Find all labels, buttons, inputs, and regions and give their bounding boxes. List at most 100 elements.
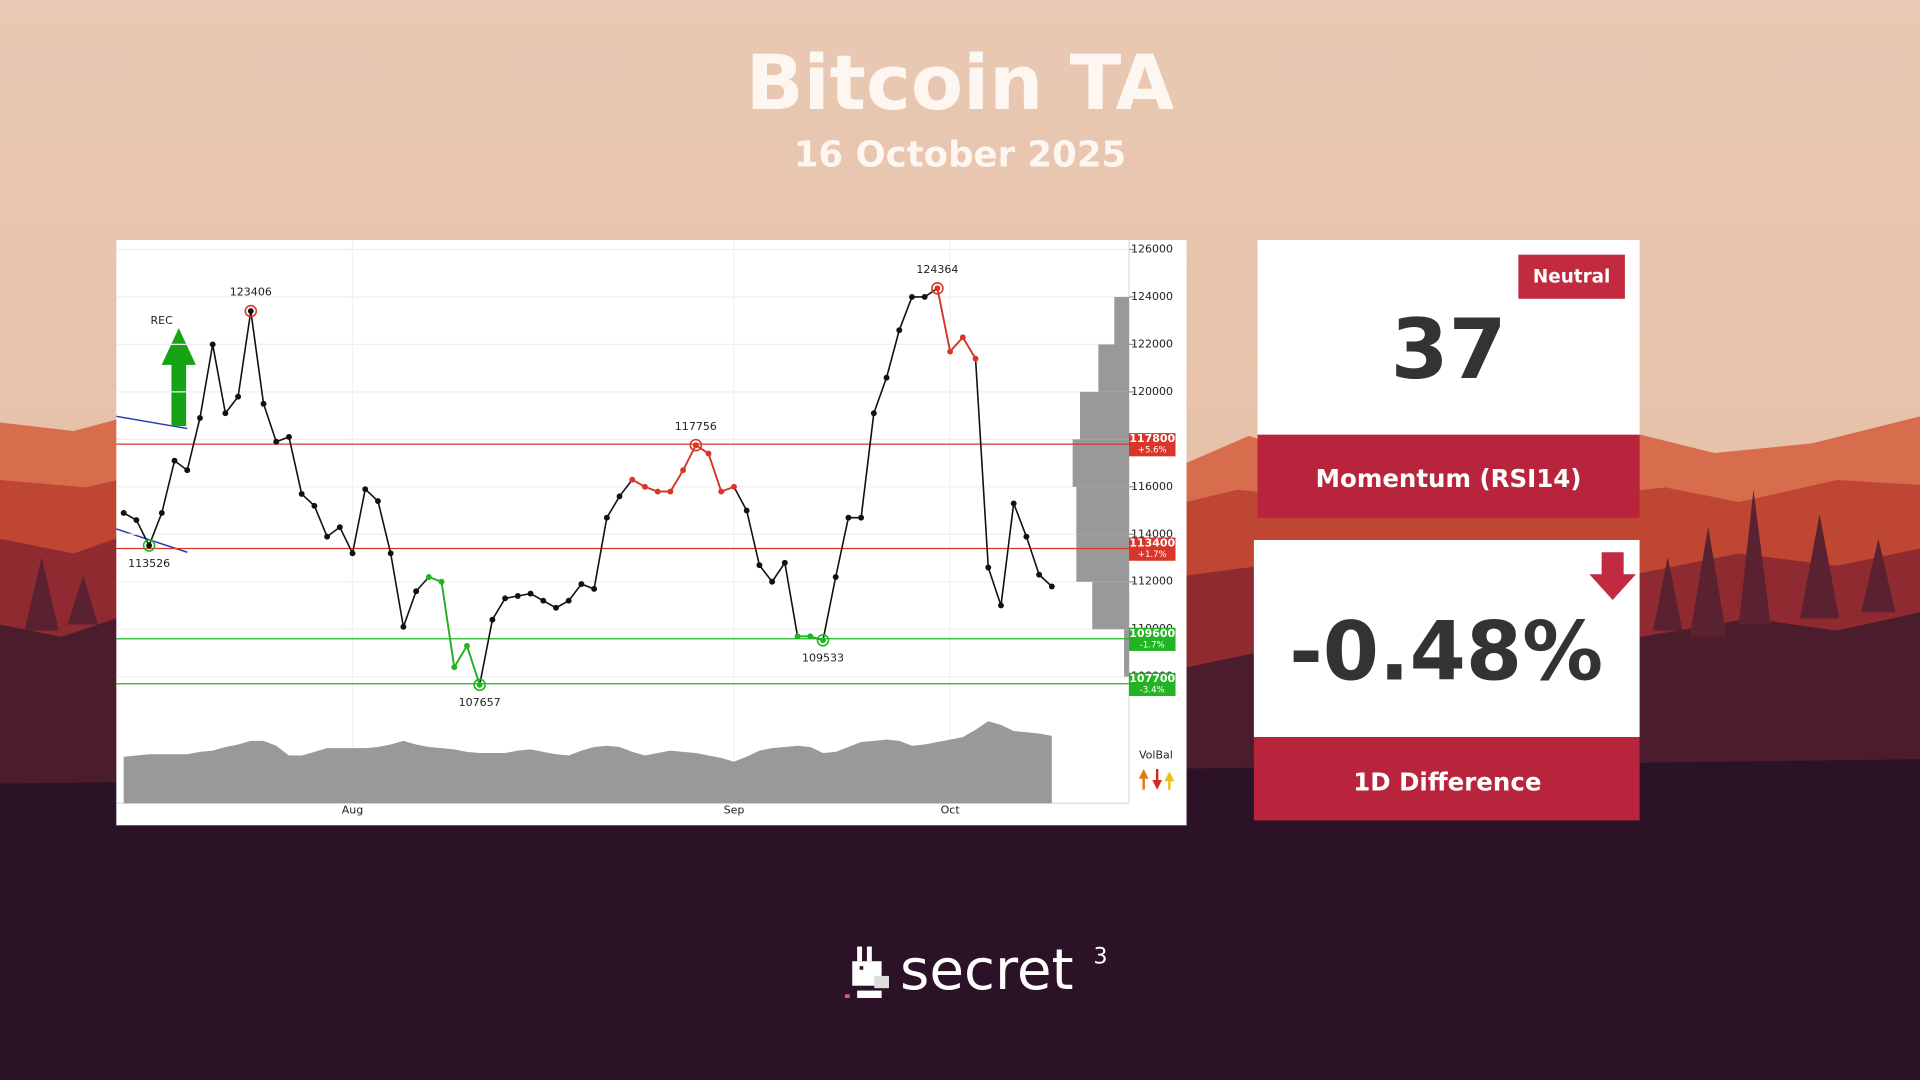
price-point xyxy=(603,514,610,521)
price-point xyxy=(133,517,140,523)
y-tick-label: 112000 xyxy=(1131,575,1173,588)
volume-area xyxy=(123,721,1052,804)
level-value: 117800 xyxy=(1129,432,1175,445)
price-point xyxy=(642,483,648,490)
price-point xyxy=(298,490,305,497)
level-value: 109600 xyxy=(1129,627,1175,640)
volume-profile-bar xyxy=(1072,439,1129,487)
price-point xyxy=(654,488,661,495)
subtitle: 16 October 2025 xyxy=(794,135,1127,176)
pivot-marker xyxy=(473,678,486,692)
price-point xyxy=(858,514,865,521)
price-point xyxy=(247,308,254,314)
card-label: Momentum (RSI14) xyxy=(1316,464,1582,493)
price-point xyxy=(921,294,928,300)
price-point xyxy=(489,616,496,623)
price-point xyxy=(1010,500,1017,507)
price-point xyxy=(336,524,343,531)
volume-profile-bar xyxy=(1076,486,1129,535)
pivot-marker xyxy=(244,304,258,318)
data-label: 124364 xyxy=(916,263,958,276)
price-point xyxy=(286,434,292,440)
level-change: +1.7% xyxy=(1138,550,1167,560)
level-tag xyxy=(1128,627,1176,651)
price-point xyxy=(553,604,559,611)
price-point xyxy=(375,498,381,504)
level-tag xyxy=(1128,537,1176,561)
price-point xyxy=(845,514,852,521)
momentum-card: Neutral 37 Momentum (RSI14) xyxy=(1257,240,1640,518)
chart: REC 108000110000112000114000116000118000… xyxy=(116,240,1187,826)
price-point xyxy=(692,442,699,449)
price-point xyxy=(794,633,801,640)
price-point xyxy=(667,488,674,495)
price-point xyxy=(1036,571,1043,578)
level-change: -1.7% xyxy=(1140,640,1165,650)
price-point xyxy=(413,588,420,595)
price-point xyxy=(311,502,318,509)
price-point xyxy=(146,542,153,549)
level-value: 113400 xyxy=(1129,537,1175,550)
price-point xyxy=(629,476,636,483)
price-point xyxy=(807,633,814,640)
price-point xyxy=(120,509,127,516)
price-point xyxy=(896,327,903,334)
price-point xyxy=(756,562,763,569)
rec-arrow xyxy=(161,328,196,427)
price-point xyxy=(769,578,776,585)
price-point xyxy=(934,285,941,292)
footer: secret 3 xyxy=(844,938,1108,1003)
price-point xyxy=(184,467,191,474)
price-point xyxy=(616,493,623,500)
volume-profile-bar xyxy=(1092,581,1129,630)
annotation: REC xyxy=(150,314,173,327)
difference-card: -0.48% 1D Difference xyxy=(1253,540,1640,821)
price-point xyxy=(273,438,280,445)
y-tick-label: 114000 xyxy=(1131,527,1173,540)
volume-profile-bar xyxy=(1098,344,1129,392)
card-value: -0.48% xyxy=(1289,606,1603,700)
level-value: 107700 xyxy=(1129,672,1175,685)
down-arrow xyxy=(1589,552,1636,600)
price-point xyxy=(324,533,331,540)
data-label: 117756 xyxy=(675,420,717,433)
price-point xyxy=(565,597,572,604)
price-point xyxy=(464,642,470,649)
volbal-icons xyxy=(1138,768,1175,790)
price-point xyxy=(514,593,521,599)
price-segment xyxy=(936,288,977,360)
data-label: 107657 xyxy=(459,696,501,709)
price-point xyxy=(158,509,165,516)
y-tick-label: 124000 xyxy=(1131,290,1173,303)
price-point xyxy=(947,348,954,355)
price-point xyxy=(425,574,432,580)
volume-profile-bar xyxy=(1076,534,1129,582)
price-point xyxy=(743,507,750,514)
price-point xyxy=(680,467,687,474)
price-point xyxy=(222,410,229,417)
price-point xyxy=(781,559,788,566)
brand: secret xyxy=(900,938,1074,1003)
price-point xyxy=(197,415,203,421)
price-point xyxy=(832,574,839,580)
price-point xyxy=(362,486,369,493)
price-point xyxy=(909,294,915,300)
price-point xyxy=(171,457,178,464)
y-tick-label: 116000 xyxy=(1131,480,1173,493)
price-point xyxy=(540,597,547,604)
price-point xyxy=(260,400,267,407)
volume-label: VolBal xyxy=(1139,749,1173,762)
volume-profile-bar xyxy=(1114,296,1129,345)
title: Bitcoin TA xyxy=(746,39,1175,127)
price-point xyxy=(502,595,509,602)
price-point xyxy=(718,488,725,495)
pivot-marker xyxy=(689,438,703,452)
price-point xyxy=(578,581,585,588)
x-tick-label: Sep xyxy=(724,804,745,817)
price-point xyxy=(209,341,216,348)
price-point xyxy=(527,590,534,597)
price-point xyxy=(1048,583,1055,590)
data-label: 109533 xyxy=(802,652,844,665)
